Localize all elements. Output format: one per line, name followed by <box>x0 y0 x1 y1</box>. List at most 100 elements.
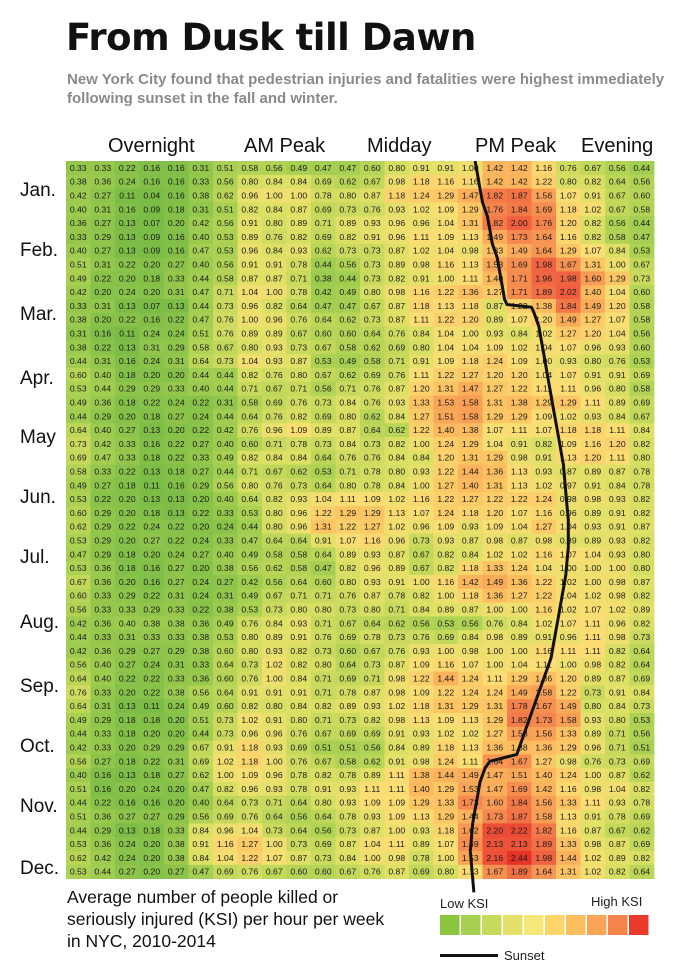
heatmap-cell-label: 0.40 <box>70 246 87 256</box>
heatmap-cell <box>237 326 263 341</box>
heatmap-cell-label: 0.84 <box>290 453 307 463</box>
heatmap-cell-label: 1.27 <box>462 494 479 504</box>
heatmap-cell-label: 1.00 <box>560 563 577 573</box>
heatmap-cell-label: 0.69 <box>315 232 332 242</box>
heatmap-cell-label: 1.09 <box>437 522 454 532</box>
heatmap-cell-label: 0.98 <box>388 715 405 725</box>
heatmap-cell-label: 0.16 <box>168 246 185 256</box>
heatmap-cell <box>433 230 459 245</box>
heatmap-cell <box>360 257 385 272</box>
heatmap-cell-label: 1.27 <box>462 370 479 380</box>
heatmap-cell-label: 1.09 <box>560 439 577 449</box>
heatmap-cell-label: 0.22 <box>119 163 136 173</box>
heatmap-cell <box>433 312 459 327</box>
heatmap-cell <box>237 230 263 245</box>
heatmap-cell-label: 0.96 <box>290 522 307 532</box>
heatmap-cell-label: 1.11 <box>413 232 429 242</box>
heatmap-cell-label: 0.93 <box>609 536 626 546</box>
heatmap-cell-label: 0.51 <box>70 784 87 794</box>
heatmap-cell-label: 0.56 <box>413 618 430 628</box>
heatmap-cell-label: 1.18 <box>437 743 454 753</box>
heatmap-cell-label: 0.82 <box>413 591 430 601</box>
heatmap-cell <box>482 257 508 272</box>
heatmap-cell-label: 0.93 <box>364 701 381 711</box>
heatmap-cell-label: 0.76 <box>339 453 356 463</box>
heatmap-cell <box>556 174 581 189</box>
heatmap-cell-label: 1.22 <box>437 287 454 297</box>
heatmap-cell-label: 1.16 <box>217 839 234 849</box>
heatmap-cell-label: 2.20 <box>486 825 503 835</box>
heatmap-cell <box>164 340 189 355</box>
legend-swatch <box>482 915 502 935</box>
heatmap-cell-label: 0.87 <box>364 825 381 835</box>
heatmap-cell-label: 0.80 <box>315 605 332 615</box>
heatmap-cell-label: 0.40 <box>217 494 234 504</box>
heatmap-cell-label: 0.16 <box>119 798 136 808</box>
heatmap-cell-label: 0.76 <box>364 453 381 463</box>
heatmap-cell-label: 0.04 <box>143 191 160 201</box>
heatmap-cell-label: 0.80 <box>437 867 454 877</box>
heatmap-cell-label: 1.40 <box>437 425 454 435</box>
heatmap-cell <box>164 326 189 341</box>
heatmap-cell <box>360 299 385 314</box>
heatmap-cell-label: 1.04 <box>241 825 258 835</box>
heatmap-cell-label: 0.22 <box>168 522 185 532</box>
heatmap-cell-label: 1.22 <box>560 687 577 697</box>
heatmap-cell-label: 0.29 <box>143 384 160 394</box>
heatmap-cell-label: 1.02 <box>437 729 454 739</box>
heatmap-cell-label: 1.04 <box>511 522 528 532</box>
heatmap-cell-label: 1.04 <box>511 660 528 670</box>
heatmap-cell-label: 0.20 <box>94 315 111 325</box>
heatmap-cell <box>90 299 116 314</box>
heatmap-cell-label: 0.40 <box>192 798 209 808</box>
heatmap-cell-label: 0.87 <box>633 577 650 587</box>
heatmap-cell-label: 0.44 <box>70 798 87 808</box>
heatmap-cell-label: 1.04 <box>486 439 503 449</box>
heatmap-cell-label: 0.78 <box>339 812 356 822</box>
heatmap-cell-label: 1.82 <box>486 218 503 228</box>
heatmap-cell <box>458 243 483 258</box>
heatmap-cell-label: 1.20 <box>609 439 626 449</box>
heatmap-cell <box>629 174 655 189</box>
heatmap-cell-label: 0.67 <box>192 743 209 753</box>
heatmap-cell-label: 0.80 <box>633 453 650 463</box>
heatmap-cell-label: 1.00 <box>462 163 479 173</box>
heatmap-cell <box>213 161 238 176</box>
heatmap-cell-label: 0.93 <box>584 715 601 725</box>
heatmap-cell-label: 1.02 <box>413 204 430 214</box>
heatmap-cell-label: 0.13 <box>143 494 160 504</box>
heatmap-cell <box>605 161 630 176</box>
heatmap-cell-label: 0.27 <box>192 549 209 559</box>
heatmap-cell-label: 0.38 <box>315 273 332 283</box>
heatmap-cell-label: 0.87 <box>462 605 479 615</box>
heatmap-cell <box>556 216 581 231</box>
heatmap-cell-label: 0.58 <box>290 563 307 573</box>
heatmap-cell-label: 0.98 <box>609 577 626 587</box>
heatmap-cell-label: 0.40 <box>192 232 209 242</box>
legend-color-scale <box>440 915 649 935</box>
heatmap-cell <box>262 326 287 341</box>
heatmap-cell-label: 0.78 <box>633 480 650 490</box>
heatmap-cell-label: 1.18 <box>584 425 601 435</box>
heatmap-cell <box>507 230 532 245</box>
legend-swatch <box>524 915 544 935</box>
heatmap-cell-label: 1.07 <box>584 605 601 615</box>
heatmap-cell-label: 0.27 <box>168 260 185 270</box>
heatmap-cell <box>458 271 483 286</box>
heatmap-cell-label: 0.82 <box>437 563 454 573</box>
heatmap-cell-label: 0.76 <box>364 398 381 408</box>
heatmap-cell-label: 0.47 <box>192 287 209 297</box>
heatmap-cell <box>237 257 263 272</box>
heatmap-cell <box>262 161 287 176</box>
heatmap-cell-label: 0.80 <box>290 370 307 380</box>
heatmap-cell-label: 0.76 <box>241 812 258 822</box>
heatmap-cell-label: 0.78 <box>290 439 307 449</box>
heatmap-cell <box>409 202 434 217</box>
heatmap-cell-label: 0.73 <box>217 356 234 366</box>
heatmap-cell-label: 0.64 <box>609 177 626 187</box>
heatmap-cell-label: 0.20 <box>168 729 185 739</box>
heatmap-cell-label: 1.18 <box>462 356 479 366</box>
heatmap-cell-label: 0.76 <box>290 729 307 739</box>
heatmap-cell <box>262 243 287 258</box>
heatmap-cell <box>311 299 336 314</box>
